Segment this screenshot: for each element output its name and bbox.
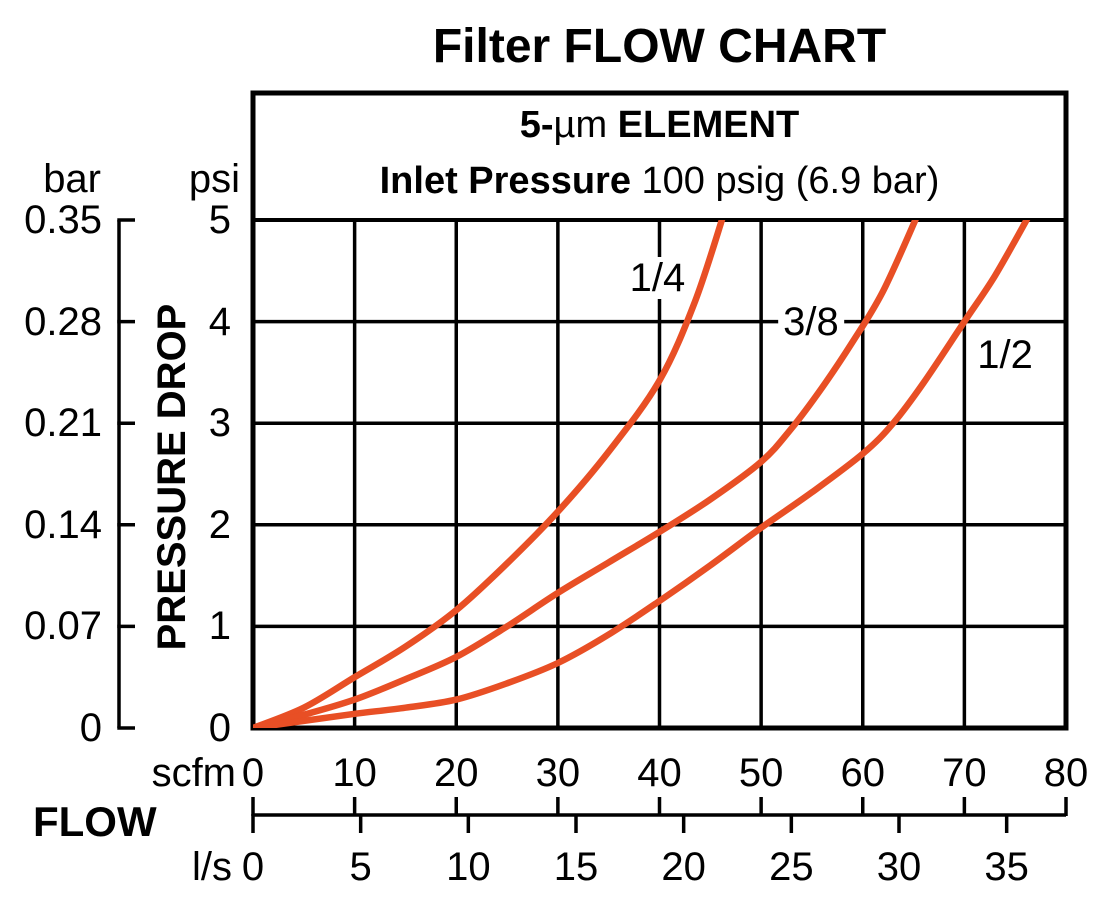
curve-label-3-8: 3/8	[778, 300, 844, 343]
psi-tick-label: 4	[208, 299, 231, 344]
scfm-tick-label: 20	[434, 751, 479, 795]
psi-tick-label: 3	[208, 401, 231, 446]
y-axis-title: PRESSURE DROP	[150, 303, 194, 651]
psi-tick-label: 0	[208, 706, 231, 750]
x-axis-title: FLOW	[33, 798, 157, 845]
bar-tick-label: 0	[79, 706, 102, 750]
ls-tick-label: 20	[661, 845, 706, 889]
element-subtitle: 5-µm ELEMENT	[258, 103, 1061, 147]
psi-tick-label: 1	[208, 604, 231, 649]
ls-tick-label: 10	[446, 845, 491, 889]
bar-tick-label: 0.21	[24, 401, 102, 446]
ls-tick-label: 15	[553, 845, 599, 889]
micron-symbol: µm	[553, 104, 608, 146]
bar-axis-unit: bar	[43, 157, 101, 201]
ls-tick-label: 35	[984, 845, 1029, 889]
curve-label-1-2: 1/2	[972, 334, 1038, 377]
element-size: 5-	[519, 104, 554, 146]
scfm-tick-label: 70	[942, 751, 987, 795]
inlet-pressure-subtitle: Inlet Pressure 100 psig (6.9 bar)	[258, 159, 1061, 203]
scfm-axis-unit: scfm	[151, 751, 236, 795]
scfm-tick-label: 60	[840, 751, 886, 795]
ls-tick-label: 30	[876, 845, 922, 889]
bar-tick-label: 0.28	[24, 299, 102, 344]
page-title: Filter FLOW CHART	[432, 20, 887, 73]
ls-tick-label: 25	[769, 845, 814, 889]
ls-tick-label: 5	[349, 845, 372, 889]
scfm-tick-label: 50	[738, 751, 784, 795]
inlet-pressure-value: 100 psig (6.9 bar)	[630, 160, 940, 202]
scfm-tick-label: 40	[637, 751, 682, 795]
psi-tick-label: 5	[208, 198, 231, 242]
psi-tick-label: 2	[208, 502, 231, 547]
scfm-tick-label: 80	[1043, 751, 1089, 795]
element-word: ELEMENT	[607, 104, 800, 146]
inlet-pressure-label: Inlet Pressure	[379, 160, 631, 202]
curve-label-1-4: 1/4	[624, 256, 691, 299]
bar-tick-label: 0.07	[24, 604, 102, 649]
scfm-tick-label: 0	[241, 751, 265, 795]
psi-axis-unit: psi	[188, 157, 240, 201]
scfm-tick-label: 30	[535, 751, 581, 795]
scfm-tick-label: 10	[332, 751, 377, 795]
bar-tick-label: 0.14	[24, 502, 102, 547]
ls-axis-unit: l/s	[192, 845, 232, 889]
ls-tick-label: 0	[241, 845, 265, 889]
bar-tick-label: 0.35	[24, 198, 102, 242]
